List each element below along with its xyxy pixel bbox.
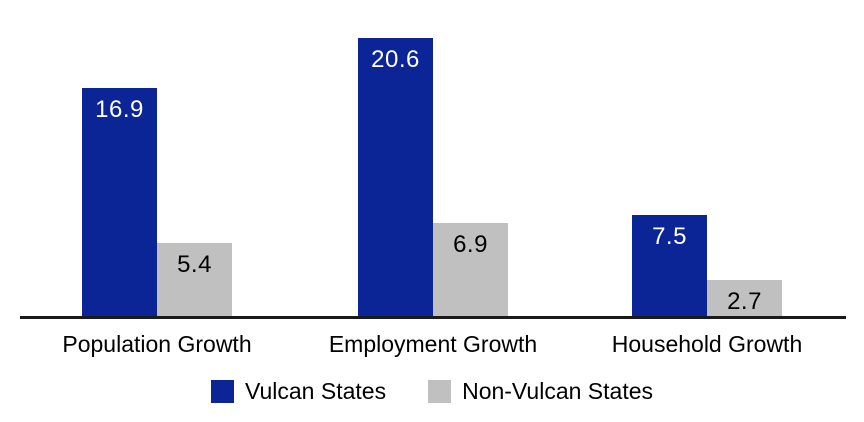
category-label-employment-growth: Employment Growth: [328, 331, 538, 357]
legend-label-non-vulcan-states: Non-Vulcan States: [462, 378, 653, 404]
bar-non-vulcan-states-population-growth: 5.4: [157, 243, 232, 316]
bar-non-vulcan-states-household-growth: 2.7: [707, 280, 782, 316]
legend: Vulcan States Non-Vulcan States: [0, 378, 864, 405]
bar-vulcan-states-household-growth: 7.5: [632, 215, 707, 316]
legend-item-vulcan-states: Vulcan States: [211, 378, 386, 405]
bar-vulcan-states-population-growth: 16.9: [82, 88, 157, 316]
plot-area: 16.9 5.4 20.6 6.9 7.5 2.7: [82, 38, 782, 316]
category-labels: Population Growth Employment Growth Househ…: [0, 331, 864, 361]
category-label-population-growth: Population Growth: [62, 331, 252, 357]
bar-value-label: 7.5: [652, 223, 687, 250]
bar-value-label: 6.9: [453, 231, 488, 258]
x-axis-line: [20, 316, 846, 319]
bar-value-label: 20.6: [371, 46, 420, 73]
legend-label-vulcan-states: Vulcan States: [245, 378, 387, 404]
category-label-household-growth: Household Growth: [611, 331, 803, 357]
bar-value-label: 16.9: [95, 96, 144, 123]
bar-value-label: 2.7: [727, 288, 762, 315]
legend-swatch-non-vulcan-states: [428, 380, 452, 403]
bar-non-vulcan-states-employment-growth: 6.9: [433, 223, 508, 316]
bar-value-label: 5.4: [177, 251, 212, 278]
legend-swatch-vulcan-states: [211, 380, 234, 403]
legend-item-non-vulcan-states: Non-Vulcan States: [428, 378, 653, 405]
bar-vulcan-states-employment-growth: 20.6: [358, 38, 433, 316]
